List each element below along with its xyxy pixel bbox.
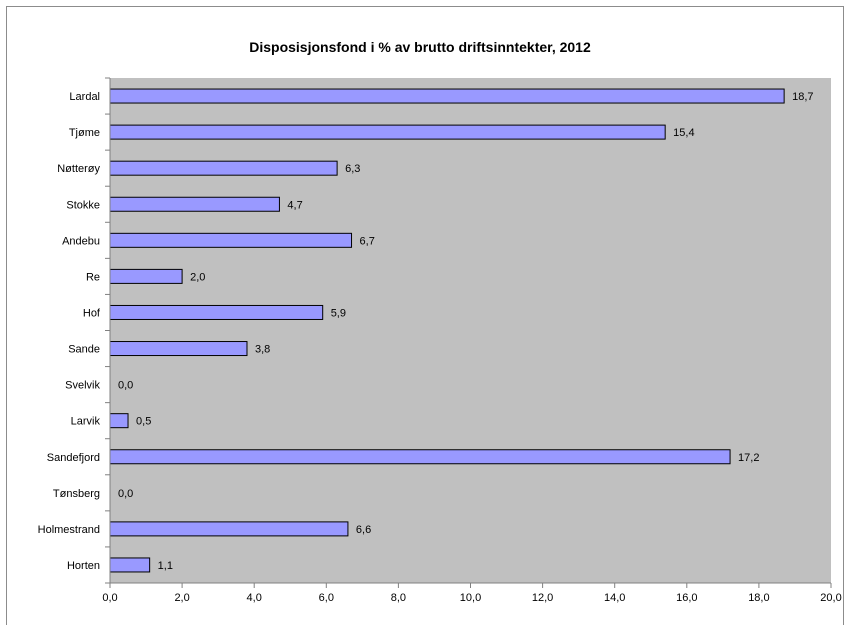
bar-hof — [109, 304, 324, 320]
data-label-hof: 5,9 — [331, 307, 346, 319]
data-label-horten: 1,1 — [158, 560, 173, 572]
category-label-hof: Hof — [83, 307, 101, 319]
data-label-tønsberg: 0,0 — [118, 488, 133, 500]
x-tick-label: 12,0 — [532, 592, 553, 604]
x-tick-label: 8,0 — [391, 592, 406, 604]
bar-stokke — [109, 196, 280, 212]
axes-group — [105, 77, 832, 588]
data-label-nøtterøy: 6,3 — [345, 163, 360, 175]
category-label-tønsberg: Tønsberg — [53, 488, 100, 500]
bar-tjøme — [109, 124, 666, 140]
bar-holmestrand — [109, 521, 349, 537]
data-label-sande: 3,8 — [255, 344, 270, 356]
data-label-larvik: 0,5 — [136, 416, 151, 428]
data-label-lardal: 18,7 — [792, 91, 813, 103]
bar-horten — [109, 557, 151, 573]
data-label-sandefjord: 17,2 — [738, 452, 759, 464]
category-label-svelvik: Svelvik — [65, 380, 100, 392]
chart-title: Disposisjonsfond i % av brutto driftsinn… — [249, 39, 591, 55]
category-label-sande: Sande — [68, 344, 100, 356]
x-tick-label: 20,0 — [820, 592, 841, 604]
x-tick-label: 10,0 — [460, 592, 481, 604]
bar-sandefjord — [109, 449, 731, 465]
data-label-svelvik: 0,0 — [118, 380, 133, 392]
category-label-holmestrand: Holmestrand — [38, 524, 100, 536]
x-tick-label: 2,0 — [174, 592, 189, 604]
category-label-re: Re — [86, 271, 100, 283]
data-label-stokke: 4,7 — [287, 199, 302, 211]
bar-sande — [109, 341, 248, 357]
bar-re — [109, 268, 183, 284]
x-tick-label: 6,0 — [319, 592, 334, 604]
category-label-andebu: Andebu — [62, 235, 100, 247]
x-tick-label: 4,0 — [247, 592, 262, 604]
x-tick-label: 0,0 — [102, 592, 117, 604]
labels-group: 18,7 Lardal 15,4 Tjøme 6,3 Nøtterøy 4,7 Stokke 6… — [38, 91, 842, 604]
plot-area — [110, 78, 831, 583]
x-tick-label: 18,0 — [748, 592, 769, 604]
bar-lardal — [109, 88, 785, 104]
data-label-holmestrand: 6,6 — [356, 524, 371, 536]
bars-group — [109, 88, 785, 573]
x-tick-label: 14,0 — [604, 592, 625, 604]
bar-larvik — [109, 413, 129, 429]
category-label-tjøme: Tjøme — [69, 127, 100, 139]
category-label-horten: Horten — [67, 560, 100, 572]
data-label-andebu: 6,7 — [360, 235, 375, 247]
data-label-re: 2,0 — [190, 271, 205, 283]
bar-nøtterøy — [109, 160, 338, 176]
category-label-nøtterøy: Nøtterøy — [57, 163, 100, 175]
bar-andebu — [109, 232, 353, 248]
category-label-stokke: Stokke — [66, 199, 100, 211]
category-label-sandefjord: Sandefjord — [47, 452, 100, 464]
x-tick-label: 16,0 — [676, 592, 697, 604]
category-label-larvik: Larvik — [71, 416, 101, 428]
data-label-tjøme: 15,4 — [673, 127, 694, 139]
category-label-lardal: Lardal — [69, 91, 100, 103]
